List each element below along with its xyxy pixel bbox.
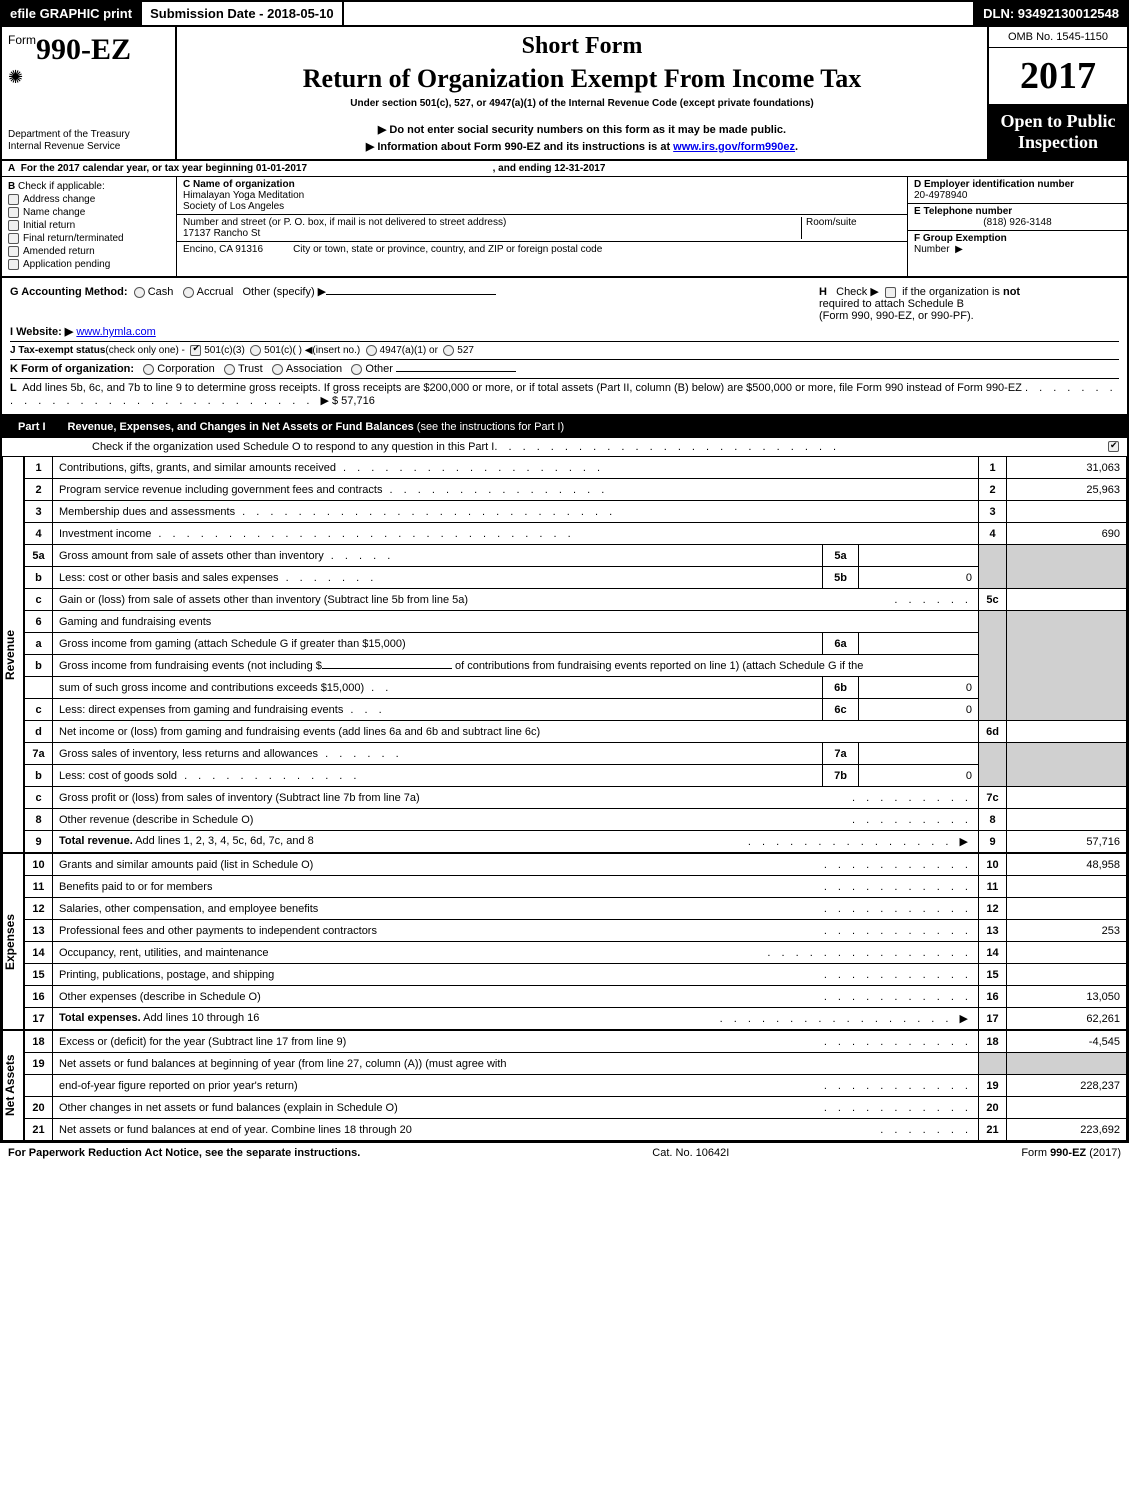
revenue-section: Revenue 1Contributions, gifts, grants, a…: [0, 456, 1129, 853]
form-number: Form990-EZ: [8, 33, 169, 67]
table-row: 13Professional fees and other payments t…: [25, 920, 1127, 942]
table-row: 19Net assets or fund balances at beginni…: [25, 1053, 1127, 1075]
table-row: cGain or (loss) from sale of assets othe…: [25, 589, 1127, 611]
table-row: bGross income from fundraising events (n…: [25, 655, 1127, 677]
chk-final-return[interactable]: Final return/terminated: [8, 233, 170, 244]
table-row: 14Occupancy, rent, utilities, and mainte…: [25, 942, 1127, 964]
table-row: sum of such gross income and contributio…: [25, 677, 1127, 699]
open-to-public: Open to Public Inspection: [989, 105, 1127, 159]
submission-date: Submission Date - 2018-05-10: [142, 0, 344, 27]
topbar: efile GRAPHIC print Submission Date - 20…: [0, 0, 1129, 27]
table-row: bLess: cost of goods sold . . . . . . . …: [25, 765, 1127, 787]
table-row: 20Other changes in net assets or fund ba…: [25, 1097, 1127, 1119]
org-name-2: Society of Los Angeles: [183, 201, 901, 212]
chk-application-pending[interactable]: Application pending: [8, 259, 170, 270]
city-label: City or town, state or province, country…: [293, 244, 602, 255]
page-footer: For Paperwork Reduction Act Notice, see …: [0, 1143, 1129, 1163]
table-row: 8Other revenue (describe in Schedule O) …: [25, 809, 1127, 831]
radio-4947[interactable]: [366, 345, 377, 356]
chk-h[interactable]: [885, 287, 896, 298]
table-row: 6Gaming and fundraising events: [25, 611, 1127, 633]
revenue-label: Revenue: [2, 456, 24, 853]
street-address: 17137 Rancho St: [183, 228, 801, 239]
table-row: 5aGross amount from sale of assets other…: [25, 545, 1127, 567]
radio-trust[interactable]: [224, 364, 235, 375]
department-label: Department of the Treasury Internal Reve…: [8, 129, 169, 153]
table-row: 12Salaries, other compensation, and empl…: [25, 898, 1127, 920]
radio-other-org[interactable]: [351, 364, 362, 375]
table-row: 21Net assets or fund balances at end of …: [25, 1119, 1127, 1141]
ein: 20-4978940: [914, 190, 967, 201]
under-section-text: Under section 501(c), 527, or 4947(a)(1)…: [185, 98, 979, 109]
table-row: 3Membership dues and assessments . . . .…: [25, 501, 1127, 523]
line-a: A For the 2017 calendar year, or tax yea…: [0, 161, 1129, 177]
chk-address-change[interactable]: Address change: [8, 194, 170, 205]
line-l-text: Add lines 5b, 6c, and 7b to line 9 to de…: [22, 382, 1022, 394]
table-row: 2Program service revenue including gover…: [25, 479, 1127, 501]
line-l-amount: $ 57,716: [332, 395, 375, 407]
chk-name-change[interactable]: Name change: [8, 207, 170, 218]
c-label: C Name of organization: [183, 179, 901, 190]
chk-501c3[interactable]: [190, 345, 201, 356]
street-label: Number and street (or P. O. box, if mail…: [183, 217, 801, 228]
table-row: end-of-year figure reported on prior yea…: [25, 1075, 1127, 1097]
radio-cash[interactable]: [134, 287, 145, 298]
table-row: 17Total expenses. Add lines 10 through 1…: [25, 1008, 1127, 1030]
form-footer: Form 990-EZ (2017): [1021, 1147, 1121, 1159]
cat-no: Cat. No. 10642I: [652, 1147, 729, 1159]
radio-501c[interactable]: [250, 345, 261, 356]
table-row: 15Printing, publications, postage, and s…: [25, 964, 1127, 986]
table-row: cLess: direct expenses from gaming and f…: [25, 699, 1127, 721]
part-1-header: Part I Revenue, Expenses, and Changes in…: [0, 416, 1129, 438]
expenses-label: Expenses: [2, 853, 24, 1030]
do-not-text: Do not enter social security numbers on …: [185, 123, 979, 136]
return-title: Return of Organization Exempt From Incom…: [185, 64, 979, 94]
radio-assoc[interactable]: [272, 364, 283, 375]
form-header: Form990-EZ ✺ Department of the Treasury …: [0, 27, 1129, 161]
radio-accrual[interactable]: [183, 287, 194, 298]
website-link[interactable]: www.hymla.com: [76, 326, 155, 338]
lines-g-l: G Accounting Method: Cash Accrual Other …: [0, 278, 1129, 416]
table-row: 1Contributions, gifts, grants, and simil…: [25, 457, 1127, 479]
form990ez-link[interactable]: www.irs.gov/form990ez: [673, 141, 795, 153]
d-label: D Employer identification number: [914, 179, 1074, 190]
chk-amended-return[interactable]: Amended return: [8, 246, 170, 257]
netassets-section: Net Assets 18Excess or (deficit) for the…: [0, 1030, 1129, 1143]
table-row: 18Excess or (deficit) for the year (Subt…: [25, 1031, 1127, 1053]
phone: (818) 926-3148: [914, 217, 1121, 228]
org-name-1: Himalayan Yoga Meditation: [183, 190, 901, 201]
irs-seal-icon: ✺: [8, 67, 169, 88]
chk-schedule-o[interactable]: [1108, 441, 1119, 452]
paperwork-notice: For Paperwork Reduction Act Notice, see …: [8, 1147, 360, 1159]
omb-number: OMB No. 1545-1150: [989, 27, 1127, 48]
table-row: 9Total revenue. Add lines 1, 2, 3, 4, 5c…: [25, 831, 1127, 853]
table-row: cGross profit or (loss) from sales of in…: [25, 787, 1127, 809]
efile-label: efile GRAPHIC print: [0, 0, 142, 27]
netassets-label: Net Assets: [2, 1030, 24, 1141]
table-row: 7aGross sales of inventory, less returns…: [25, 743, 1127, 765]
expenses-section: Expenses 10Grants and similar amounts pa…: [0, 853, 1129, 1030]
table-row: 10Grants and similar amounts paid (list …: [25, 854, 1127, 876]
room-label: Room/suite: [806, 217, 901, 228]
city-state-zip: Encino, CA 91316: [183, 244, 263, 255]
table-row: dNet income or (loss) from gaming and fu…: [25, 721, 1127, 743]
table-row: bLess: cost or other basis and sales exp…: [25, 567, 1127, 589]
e-label: E Telephone number: [914, 206, 1012, 217]
table-row: 16Other expenses (describe in Schedule O…: [25, 986, 1127, 1008]
info-link-line: Information about Form 990-EZ and its in…: [185, 140, 979, 153]
table-row: 4Investment income . . . . . . . . . . .…: [25, 523, 1127, 545]
chk-initial-return[interactable]: Initial return: [8, 220, 170, 231]
short-form-title: Short Form: [185, 33, 979, 60]
radio-527[interactable]: [443, 345, 454, 356]
table-row: 11Benefits paid to or for members . . . …: [25, 876, 1127, 898]
tax-year: 2017: [989, 48, 1127, 105]
part1-check-text: Check if the organization used Schedule …: [92, 441, 494, 453]
dln-label: DLN: 93492130012548: [973, 0, 1129, 27]
f-label: F Group Exemption: [914, 233, 1007, 244]
table-row: aGross income from gaming (attach Schedu…: [25, 633, 1127, 655]
radio-corp[interactable]: [143, 364, 154, 375]
org-info-block: B Check if applicable: Address change Na…: [0, 177, 1129, 278]
